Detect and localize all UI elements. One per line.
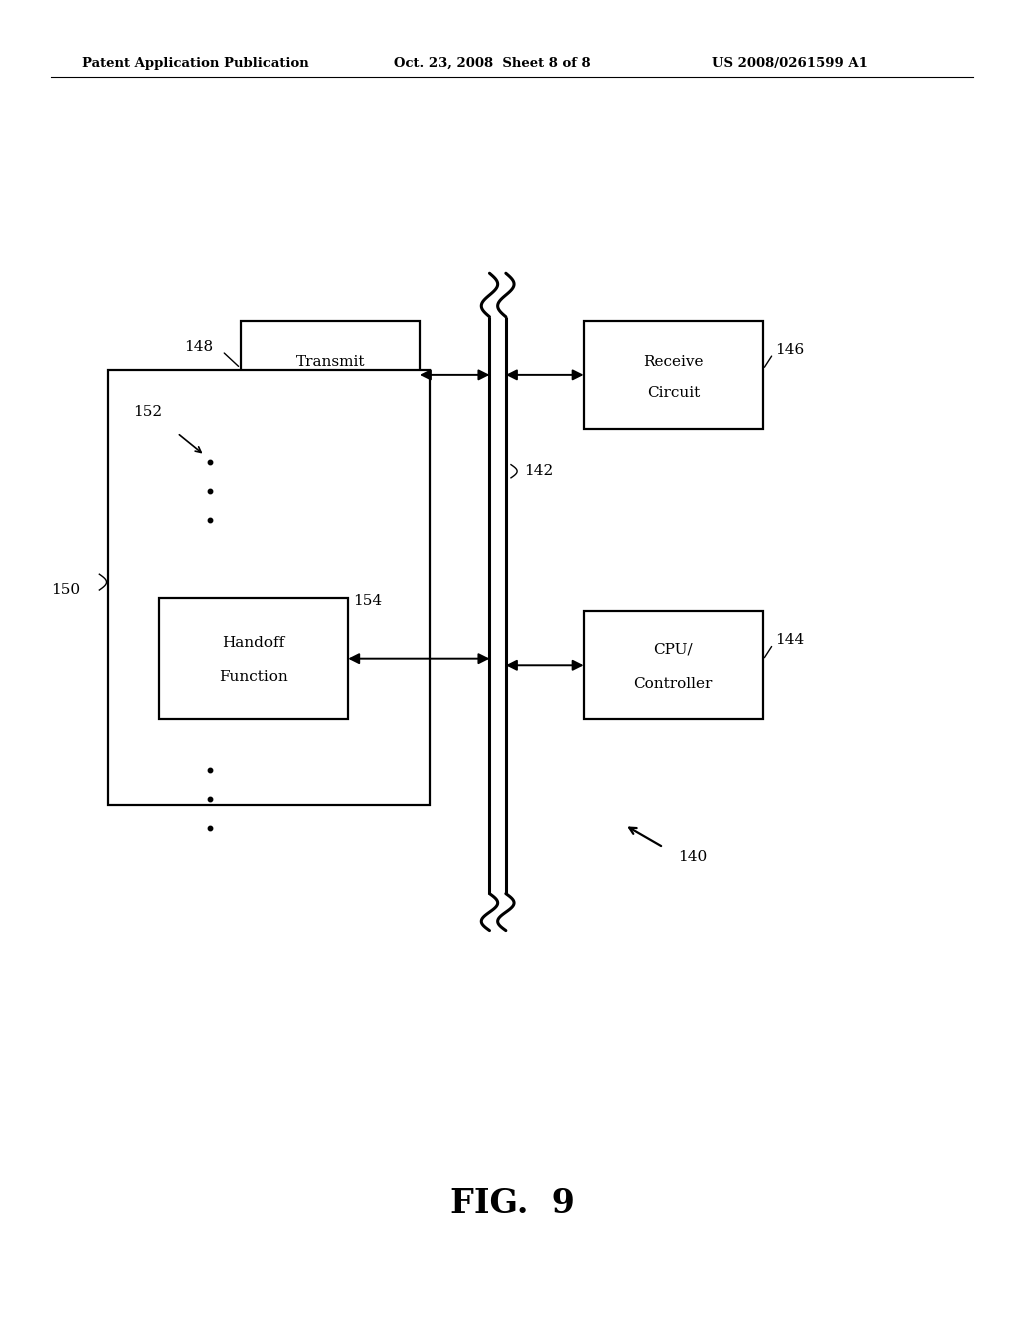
Text: 148: 148 [184, 341, 213, 354]
Text: 144: 144 [775, 634, 805, 647]
Text: Circuit: Circuit [303, 387, 357, 400]
Text: 140: 140 [678, 850, 708, 863]
Text: 146: 146 [775, 343, 805, 356]
Text: Patent Application Publication: Patent Application Publication [82, 57, 308, 70]
Text: Controller: Controller [634, 677, 713, 690]
Text: 152: 152 [133, 405, 162, 418]
Bar [241, 321, 420, 429]
Bar [108, 370, 430, 805]
Text: US 2008/0261599 A1: US 2008/0261599 A1 [712, 57, 867, 70]
Text: Circuit: Circuit [646, 387, 700, 400]
Text: 150: 150 [51, 583, 80, 597]
Text: Receive: Receive [643, 355, 703, 368]
Bar [159, 598, 348, 719]
Text: Handoff: Handoff [222, 636, 285, 649]
Text: Transmit: Transmit [296, 355, 365, 368]
Bar [584, 611, 763, 719]
Text: 154: 154 [353, 594, 382, 607]
Text: 142: 142 [524, 465, 554, 478]
Text: FIG.  9: FIG. 9 [450, 1188, 574, 1220]
Text: Function: Function [219, 671, 288, 684]
Bar [584, 321, 763, 429]
Text: CPU/: CPU/ [653, 643, 693, 656]
Text: Oct. 23, 2008  Sheet 8 of 8: Oct. 23, 2008 Sheet 8 of 8 [394, 57, 591, 70]
